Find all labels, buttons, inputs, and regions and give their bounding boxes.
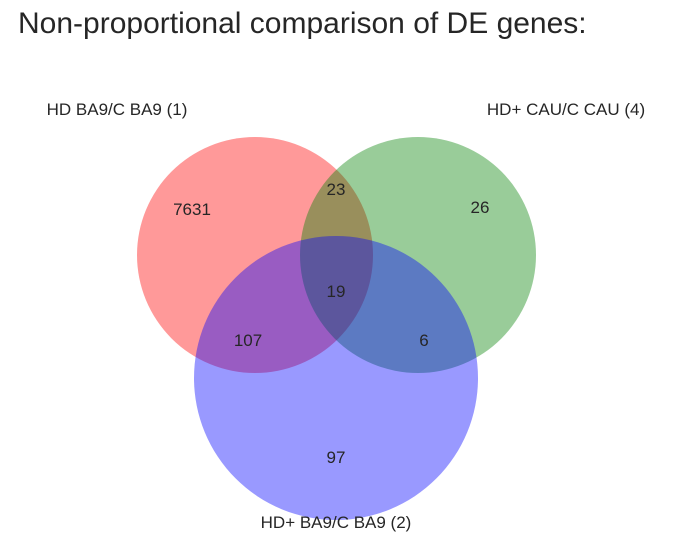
region-count-set2-only: 97: [327, 448, 346, 467]
venn-circles: [137, 137, 536, 520]
region-counts: 7631 26 23 19 107 6 97: [173, 180, 489, 467]
region-count-set1-set2: 107: [234, 331, 262, 350]
set-label-hd-plus-cau: HD+ CAU/C CAU (4): [487, 100, 645, 119]
set-circle-hd-plus-ba9: [194, 236, 478, 520]
set-labels: HD BA9/C BA9 (1) HD+ CAU/C CAU (4) HD+ B…: [47, 100, 645, 532]
region-count-set4-only: 26: [471, 198, 490, 217]
region-count-set1-only: 7631: [173, 200, 211, 219]
region-count-set4-set2: 6: [419, 331, 428, 350]
set-label-hd-plus-ba9: HD+ BA9/C BA9 (2): [261, 513, 412, 532]
region-count-all-three: 19: [327, 282, 346, 301]
region-count-set1-set4: 23: [327, 180, 346, 199]
diagram-title: Non-proportional comparison of DE genes:: [18, 7, 587, 40]
set-circle-hd-plus-cau: [300, 137, 536, 373]
set-label-hd-ba9: HD BA9/C BA9 (1): [47, 100, 188, 119]
set-circle-hd-ba9: [137, 137, 373, 373]
